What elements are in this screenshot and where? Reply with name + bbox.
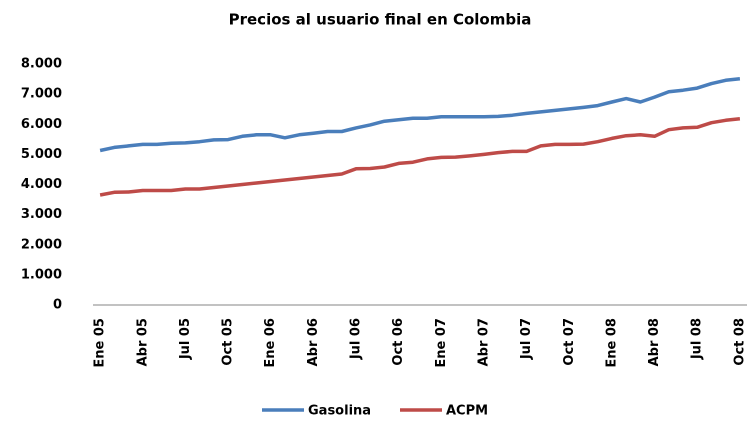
x-tick-label: Oct 07	[562, 318, 577, 366]
x-tick-label: Abr 06	[306, 318, 321, 366]
x-tick-label: Jul 07	[519, 318, 534, 360]
series-line	[99, 117, 741, 197]
x-tick-label: Ene 07	[434, 318, 449, 368]
x-tick-label: Jul 08	[690, 318, 705, 360]
x-tick-label: Oct 06	[391, 318, 406, 366]
y-tick-label: 3.000	[21, 207, 62, 222]
x-tick-label: Ene 05	[93, 318, 108, 368]
x-tick-label: Ene 08	[604, 318, 619, 368]
x-tick-label: Jul 05	[178, 318, 193, 360]
legend-label: ACPM	[446, 404, 488, 419]
x-tick-label: Abr 08	[647, 318, 662, 366]
series-line	[99, 77, 741, 153]
chart-title: Precios al usuario final en Colombia	[229, 11, 532, 29]
y-tick-label: 0	[53, 298, 62, 313]
x-tick-label: Abr 07	[476, 318, 491, 366]
y-tick-label: 8.000	[21, 57, 62, 72]
y-tick-label: 7.000	[21, 87, 62, 102]
legend-label: Gasolina	[308, 404, 371, 419]
y-tick-label: 2.000	[21, 237, 62, 252]
x-tick-label: Oct 05	[221, 318, 236, 366]
x-tick-label: Abr 05	[135, 318, 150, 366]
y-tick-label: 4.000	[21, 177, 62, 192]
x-tick-label: Jul 06	[349, 318, 364, 360]
x-tick-label: Ene 06	[263, 318, 278, 368]
x-tick-label: Oct 08	[732, 318, 747, 366]
y-tick-label: 6.000	[21, 117, 62, 132]
y-tick-label: 5.000	[21, 147, 62, 162]
y-tick-label: 1.000	[21, 267, 62, 282]
